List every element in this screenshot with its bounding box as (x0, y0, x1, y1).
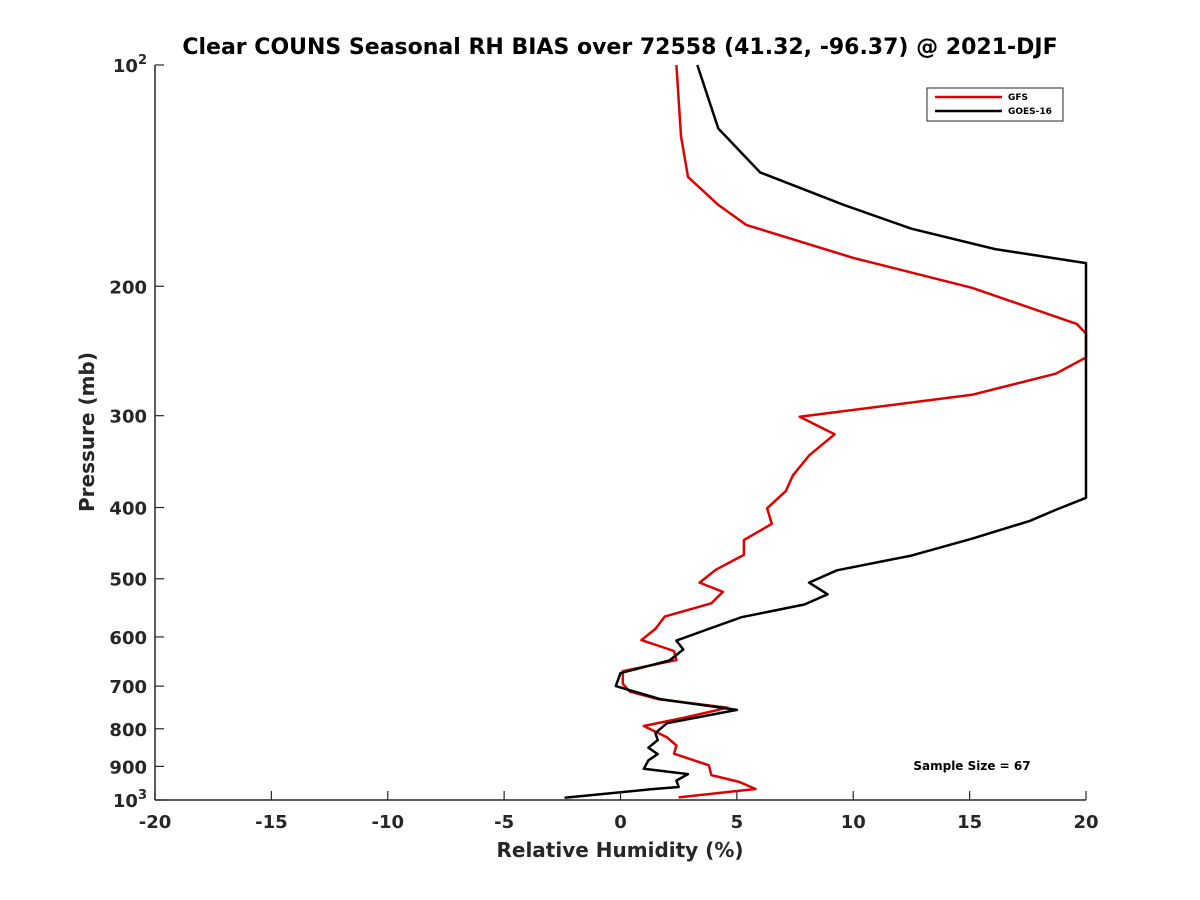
y-tick-label: 200 (109, 277, 147, 298)
x-tick-label: 0 (614, 812, 627, 833)
x-tick-label: -15 (255, 812, 288, 833)
x-tick-label: -10 (371, 812, 404, 833)
x-tick-label: 5 (731, 812, 744, 833)
x-tick-label: 10 (841, 812, 866, 833)
y-tick-label: 400 (109, 499, 147, 520)
x-tick-label: -20 (139, 812, 172, 833)
series-line-goes16 (564, 64, 1088, 800)
legend-label-gfs: GFS (1008, 93, 1028, 103)
legend-label-goes16: GOES-16 (1008, 107, 1052, 117)
y-tick-label: 900 (109, 757, 147, 778)
x-tick-label: 20 (1073, 812, 1098, 833)
series-layer (564, 64, 1088, 800)
y-tick-label: 500 (109, 570, 147, 591)
y-tick-label: 700 (109, 677, 147, 698)
y-tick-label: 300 (109, 407, 147, 428)
y-tick-label: 102 (113, 53, 147, 77)
y-tick-label: 600 (109, 628, 147, 649)
y-tick-label: 103 (113, 788, 147, 812)
x-tick-label: 15 (957, 812, 982, 833)
y-axis-label: Pressure (mb) (75, 352, 99, 512)
axes-layer: -20 -15 -10 -5 0 5 10 15 20 102 200 300 400 500 600 700… (109, 53, 1098, 833)
legend: GFS GOES-16 (926, 87, 1064, 122)
sample-size-annotation: Sample Size = 67 (913, 759, 1030, 773)
chart-title: Clear COUNS Seasonal RH BIAS over 72558 … (182, 35, 1057, 60)
y-tick-label: 800 (109, 720, 147, 741)
x-axis-label: Relative Humidity (%) (496, 838, 743, 862)
x-tick-label: -5 (494, 812, 514, 833)
legend-box (926, 87, 1064, 122)
